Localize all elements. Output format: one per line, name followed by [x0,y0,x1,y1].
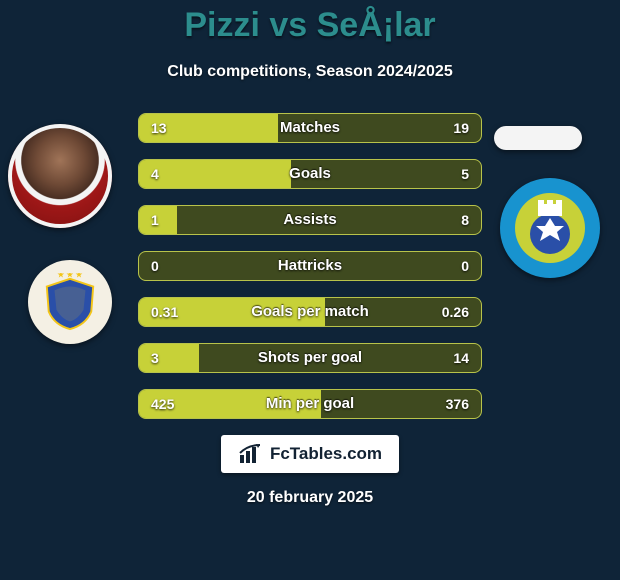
stat-value-left: 4 [151,160,159,188]
date-text: 20 february 2025 [0,489,620,507]
stat-value-left: 0 [151,252,159,280]
stat-label: Goals per match [139,298,481,326]
stat-value-left: 13 [151,114,167,142]
stat-row: Goals per match0.31 0.26 [138,297,482,327]
crest-right-club [500,178,600,278]
brand-badge: FcTables.com [221,435,399,473]
stat-row: Goals4 5 [138,159,482,189]
stat-row: Matches13 19 [138,113,482,143]
stat-label: Assists [139,206,481,234]
crest-left-club: ★ ★ ★ [28,260,112,344]
stat-label: Shots per goal [139,344,481,372]
stat-value-right: 0 [461,252,469,280]
club-badge-icon [500,178,600,278]
stat-value-right: 0.26 [442,298,469,326]
stat-label: Hattricks [139,252,481,280]
avatar-left-player [8,124,112,228]
chart-icon [238,443,264,465]
avatar-right-player [494,126,582,150]
stat-row: Assists1 8 [138,205,482,235]
shield-icon: ★ ★ ★ [41,273,99,331]
stat-value-right: 19 [453,114,469,142]
stat-value-left: 1 [151,206,159,234]
svg-text:★ ★ ★: ★ ★ ★ [57,273,83,279]
comparison-bars: Matches13 19 Goals4 5 Assists1 8 Hattricks0 0 Go… [138,113,482,419]
stat-row: Min per goal425 376 [138,389,482,419]
brand-text: FcTables.com [270,444,382,464]
stat-value-right: 8 [461,206,469,234]
stat-label: Goals [139,160,481,188]
stat-value-left: 3 [151,344,159,372]
page-title: Pizzi vs SeÅ¡lar [0,0,620,45]
stat-value-right: 14 [453,344,469,372]
stat-row: Shots per goal3 14 [138,343,482,373]
stat-row: Hattricks0 0 [138,251,482,281]
stat-value-left: 0.31 [151,298,178,326]
stat-label: Min per goal [139,390,481,418]
stat-value-right: 5 [461,160,469,188]
stat-value-right: 376 [446,390,469,418]
stat-label: Matches [139,114,481,142]
stat-value-left: 425 [151,390,174,418]
subtitle: Club competitions, Season 2024/2025 [0,63,620,81]
